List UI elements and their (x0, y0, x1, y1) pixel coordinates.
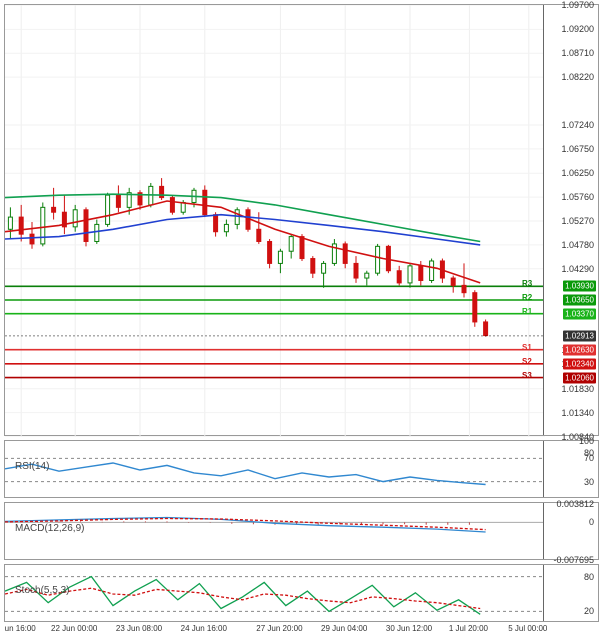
x-tick: 1 Jul 20:00 (449, 624, 488, 633)
level-label-s1: S1 (522, 343, 532, 352)
level-label-s3: S3 (522, 371, 532, 380)
price-chart-panel: 1.097001.092001.087101.082201.072401.067… (4, 4, 599, 436)
x-tick: 5 Jul 00:00 (508, 624, 547, 633)
level-label-r2: R2 (522, 293, 532, 302)
macd-label: MACD(12,26,9) (15, 523, 84, 534)
level-price-r1: 1.03370 (563, 308, 596, 319)
x-tick: 27 Jun 20:00 (256, 624, 302, 633)
level-price-r2: 1.03650 (563, 294, 596, 305)
rsi-plot (5, 441, 545, 499)
macd-plot (5, 503, 545, 561)
x-tick: 24 Jun 16:00 (181, 624, 227, 633)
x-tick: 22 Jun 00:00 (51, 624, 97, 633)
stoch-plot (5, 565, 545, 623)
x-tick: 29 Jun 04:00 (321, 624, 367, 633)
rsi-label: RSI(14) (15, 461, 49, 472)
stoch-label: Stoch(5,5,3) (15, 585, 69, 596)
level-label-s2: S2 (522, 357, 532, 366)
x-tick: un 16:00 (5, 624, 36, 633)
x-tick: 30 Jun 12:00 (386, 624, 432, 633)
level-label-r1: R1 (522, 307, 532, 316)
level-price-s3: 1.02060 (563, 372, 596, 383)
level-price-r3: 1.03930 (563, 281, 596, 292)
price-y-axis: 1.097001.092001.087101.082201.072401.067… (543, 5, 598, 435)
price-chart-plot (5, 5, 545, 437)
stoch-y-axis: 2080 (543, 565, 598, 621)
macd-panel: MACD(12,26,9) 0.0038120-0.007695 (4, 502, 599, 560)
level-price-s2: 1.02340 (563, 358, 596, 369)
rsi-panel: RSI(14) 100807030 (4, 440, 599, 498)
current-price-box: 1.02913 (563, 330, 596, 341)
x-tick: 23 Jun 08:00 (116, 624, 162, 633)
level-label-r3: R3 (522, 279, 532, 288)
level-price-s1: 1.02630 (563, 344, 596, 355)
time-x-axis: un 16:00 22 Jun 00:00 23 Jun 08:00 24 Jun 1… (4, 624, 544, 640)
macd-y-axis: 0.0038120-0.007695 (543, 503, 598, 559)
rsi-y-axis: 100807030 (543, 441, 598, 497)
stoch-panel: Stoch(5,5,3) 2080 (4, 564, 599, 622)
